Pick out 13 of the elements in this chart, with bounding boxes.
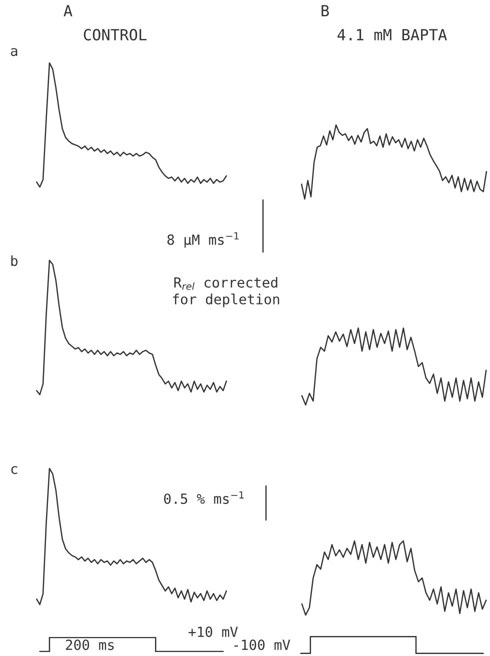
chart-subtitle: 4.1 mM BAPTA — [338, 29, 447, 40]
chart-title: B — [322, 5, 329, 16]
text: c — [11, 466, 18, 474]
annotation: R$_{rel}$ corrected for depletion — [172, 276, 280, 308]
chart-subtitle: CONTROL — [84, 28, 146, 40]
text: +10 mV — [188, 626, 238, 638]
text: b — [11, 255, 18, 266]
text: 8 µM ms$^{−1}$ — [167, 232, 239, 248]
annotation: 200 ms — [66, 640, 114, 650]
text: a — [10, 48, 18, 56]
chart-title: A — [64, 5, 72, 16]
annotation: 0.5 % ms$^{−1}$ — [164, 491, 244, 504]
text: -100 mV — [234, 640, 290, 650]
